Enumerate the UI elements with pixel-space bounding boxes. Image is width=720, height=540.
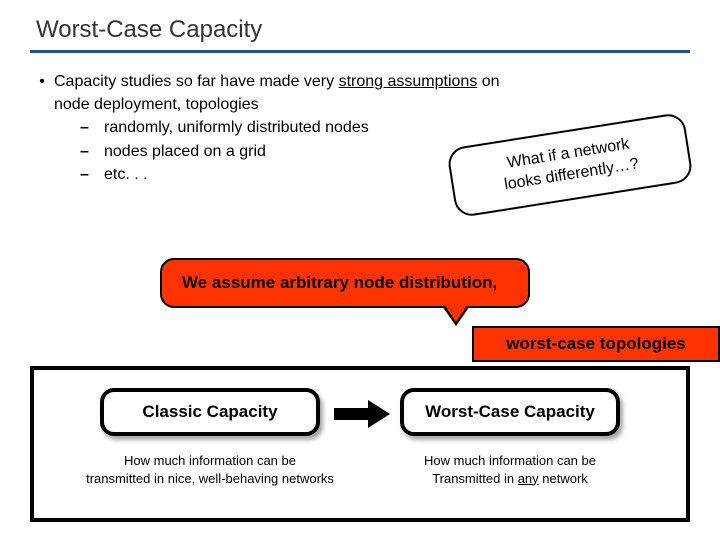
bullet-line1-after: on [477,73,499,90]
classic-title-box: Classic Capacity [100,388,320,436]
worst-title: Worst-Case Capacity [425,402,595,422]
sub-marker: – [80,116,104,139]
bullet-line1-underlined: strong assumptions [339,73,478,90]
sub-marker: – [80,140,104,163]
classic-desc: How much information can be transmitted … [86,452,334,487]
sub-text-3: etc. . . [104,163,148,186]
worst-column: Worst-Case Capacity How much information… [370,388,650,487]
worst-desc2-underlined: any [518,471,539,486]
slide-title: Worst-Case Capacity [36,16,262,44]
classic-desc1: How much information can be [124,453,296,468]
bullet-line1-before: Capacity studies so far have made very [54,73,339,90]
worst-desc1: How much information can be [424,453,596,468]
callout2-text: We assume arbitrary node distribution, [182,273,497,293]
worst-desc2-after: network [539,471,588,486]
bullet-marker: • [30,70,54,116]
classic-column: Classic Capacity How much information ca… [70,388,350,487]
title-divider [30,50,690,53]
worst-desc2-before: Transmitted in [432,471,518,486]
callout-worst-case: worst-case topologies [472,326,720,362]
callout-assume: We assume arbitrary node distribution, [160,258,530,308]
callout3-text: worst-case topologies [506,334,685,354]
comparison-box: Classic Capacity How much information ca… [30,366,690,522]
bullet-text: Capacity studies so far have made very s… [54,70,590,116]
bullet-row: • Capacity studies so far have made very… [30,70,590,116]
worst-desc: How much information can be Transmitted … [424,452,596,487]
sub-text-2: nodes placed on a grid [104,140,266,163]
classic-title: Classic Capacity [142,402,277,422]
worst-title-box: Worst-Case Capacity [400,388,620,436]
sub-marker: – [80,163,104,186]
sub-row-1: – randomly, uniformly distributed nodes [30,116,590,139]
bullet-line2: node deployment, topologies [54,96,259,113]
classic-desc2: transmitted in nice, well-behaving netwo… [86,471,334,486]
sub-text-1: randomly, uniformly distributed nodes [104,116,369,139]
